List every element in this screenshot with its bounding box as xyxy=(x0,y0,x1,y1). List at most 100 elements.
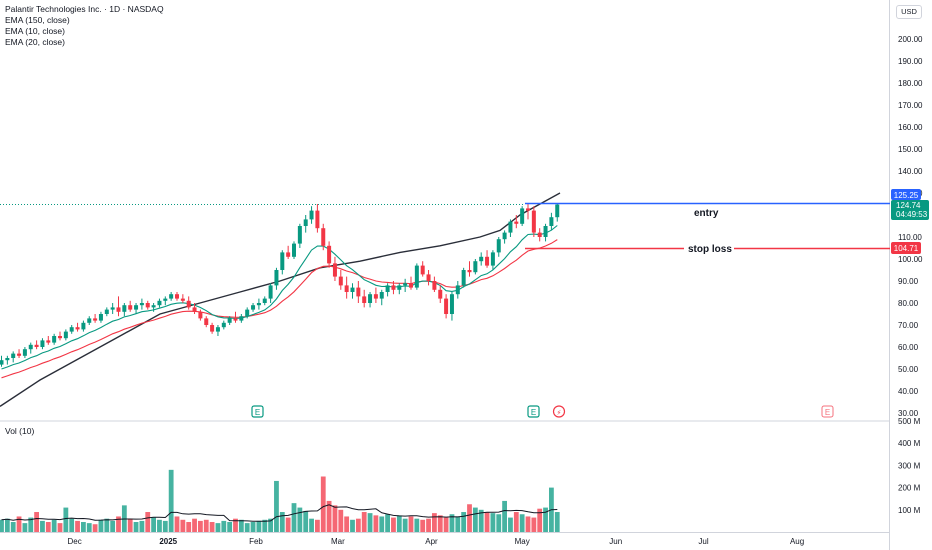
symbol-title[interactable]: Palantir Technologies Inc. · 1D · NASDAQ xyxy=(5,4,164,14)
volume-bar xyxy=(116,516,121,532)
candle-body xyxy=(262,298,267,303)
volume-bar xyxy=(157,519,162,532)
candle-body xyxy=(537,232,542,237)
volume-bar xyxy=(57,523,63,532)
volume-bar xyxy=(332,505,338,532)
volume-bar xyxy=(104,518,110,532)
volume-bar xyxy=(233,518,238,532)
candle-body xyxy=(309,210,314,220)
volume-tick-label: 300 M xyxy=(898,461,921,470)
svg-text:E: E xyxy=(255,408,260,417)
candle-body xyxy=(180,298,185,301)
volume-bar xyxy=(467,504,472,532)
candle-body xyxy=(169,294,174,299)
indicator-ema-20[interactable]: EMA (20, close) xyxy=(5,37,65,47)
candle-body xyxy=(297,226,302,244)
candle-body xyxy=(321,228,326,246)
indicator-ema-10[interactable]: EMA (10, close) xyxy=(5,26,65,36)
volume-bar xyxy=(508,517,513,532)
volume-bar xyxy=(373,515,379,532)
candle-body xyxy=(256,303,261,306)
volume-bar xyxy=(449,514,455,532)
time-tick-label: May xyxy=(515,537,530,546)
earnings-marker[interactable]: E xyxy=(821,405,834,418)
candle-body xyxy=(22,349,27,356)
volume-bar xyxy=(186,522,192,532)
last-price-badge xyxy=(891,200,929,220)
candle-body xyxy=(526,208,530,211)
volume-bar xyxy=(484,512,490,532)
volume-bar xyxy=(402,518,408,532)
volume-bar xyxy=(320,476,326,532)
candle-body xyxy=(122,305,127,312)
volume-bar xyxy=(51,519,57,532)
volume-bar xyxy=(443,517,449,532)
volume-ma-line xyxy=(1,504,558,522)
earnings-marker[interactable]: E xyxy=(251,405,264,418)
volume-bar xyxy=(268,518,273,532)
candle-body xyxy=(555,204,560,218)
candle-body xyxy=(175,294,179,299)
stop-loss-price-badge xyxy=(891,242,921,254)
time-tick-label: Dec xyxy=(68,537,82,546)
candle-body xyxy=(467,270,472,273)
time-tick-label: Aug xyxy=(790,537,804,546)
candle-body xyxy=(420,265,425,275)
candle-body xyxy=(531,210,536,233)
candle-body xyxy=(303,219,308,226)
volume-bar xyxy=(274,480,279,532)
volume-bar xyxy=(355,518,361,532)
ema-10-line xyxy=(1,225,558,370)
split-marker[interactable]: ⚡ xyxy=(552,405,566,418)
candle-body xyxy=(368,294,373,303)
volume-bar xyxy=(531,517,537,532)
candle-body xyxy=(145,303,150,308)
candle-body xyxy=(5,358,10,361)
time-axis[interactable]: Dec 2025 Feb Mar Apr May Jun Jul Aug xyxy=(68,537,805,546)
candle-body xyxy=(198,311,203,319)
time-tick-label: Jun xyxy=(609,537,622,546)
resistance-price-text: 125.25 xyxy=(894,191,919,200)
candle-body xyxy=(327,245,332,264)
volume-bar xyxy=(490,513,496,532)
volume-bar xyxy=(22,523,28,532)
currency-button[interactable]: USD xyxy=(896,5,922,19)
earnings-marker[interactable]: E xyxy=(527,405,540,418)
volume-bar xyxy=(127,518,133,532)
svg-text:⚡: ⚡ xyxy=(557,409,562,417)
price-tick-label: 190.00 xyxy=(898,57,923,66)
volume-bar xyxy=(10,522,16,532)
candle-body xyxy=(549,217,554,226)
volume-bar xyxy=(0,519,4,532)
volume-bar xyxy=(396,515,402,532)
volume-bar xyxy=(326,500,332,532)
candle-body xyxy=(28,344,33,350)
volume-bar xyxy=(4,518,10,532)
candle-body xyxy=(58,336,62,339)
candle-body xyxy=(362,296,367,303)
candle-body xyxy=(479,256,484,262)
volume-bar xyxy=(344,516,350,532)
volume-bar xyxy=(496,514,502,532)
volume-bar xyxy=(81,522,86,532)
volume-tick-label: 400 M xyxy=(898,439,921,448)
price-axis[interactable]: 200.00 190.00 180.00 170.00 160.00 150.00 140.… xyxy=(898,35,923,418)
volume-axis[interactable]: 500 M 400 M 300 M 200 M 100 M xyxy=(898,417,921,515)
price-tick-label: 170.00 xyxy=(898,101,923,110)
candle-body xyxy=(98,314,103,321)
volume-bar xyxy=(350,519,355,532)
volume-indicator-label[interactable]: Vol (10) xyxy=(5,426,35,436)
volume-bar xyxy=(92,524,98,532)
ema-10-path xyxy=(1,225,558,370)
volume-bar xyxy=(338,509,344,532)
price-tick-label: 200.00 xyxy=(898,35,923,44)
candle-body xyxy=(233,318,238,321)
svg-text:E: E xyxy=(825,408,830,417)
volume-bar xyxy=(215,523,221,532)
price-pane[interactable] xyxy=(0,0,890,420)
volume-bar xyxy=(461,512,467,532)
stop-loss-price-text: 104.71 xyxy=(894,244,919,253)
indicator-ema-150[interactable]: EMA (150, close) xyxy=(5,15,70,25)
candle-body xyxy=(444,298,449,314)
